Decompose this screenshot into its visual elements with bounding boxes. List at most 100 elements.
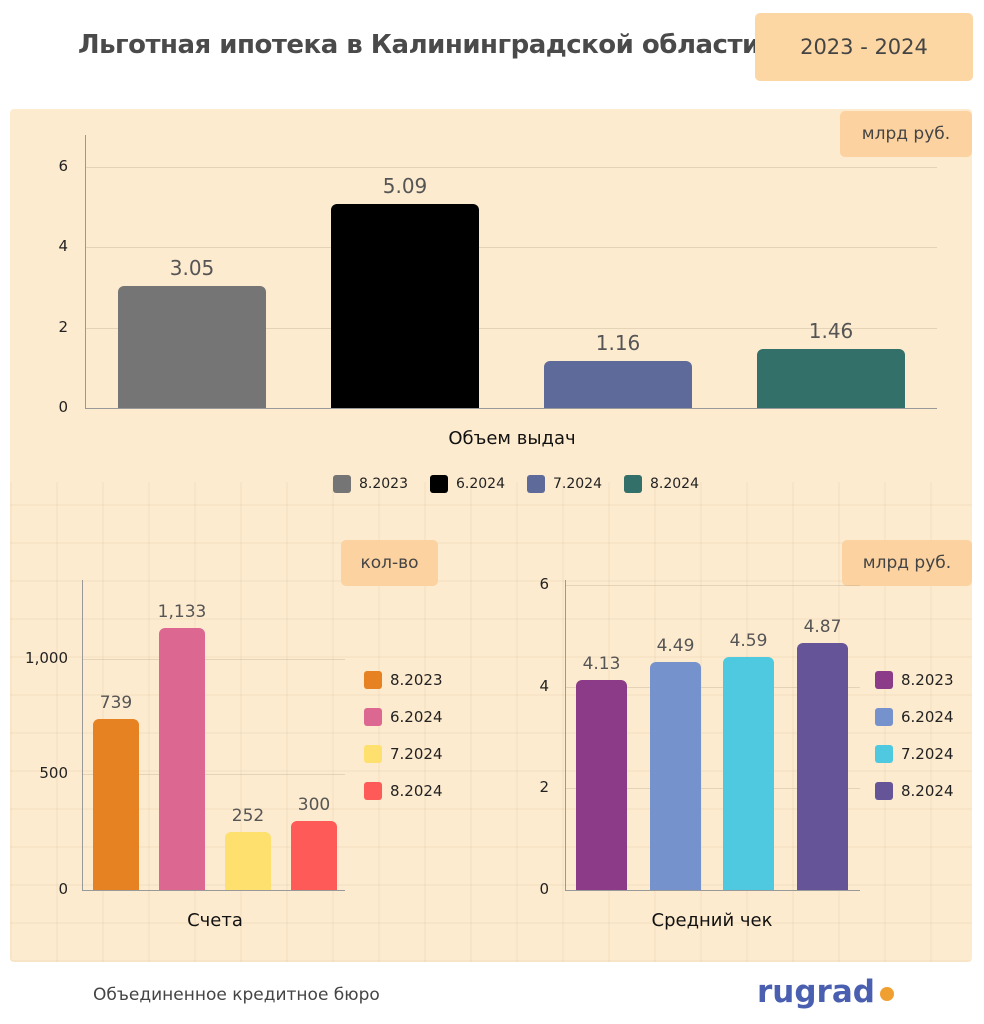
legend-item: 6.2024 [430,475,505,493]
y-tick-label: 2 [58,317,68,336]
y-tick-label: 4 [58,237,68,256]
grid-line [565,585,860,587]
legend-swatch [364,744,382,763]
y-tick-label: 1,000 [25,648,68,667]
value-label: 4.59 [729,630,768,651]
legend-item: 6.2024 [875,698,954,735]
value-label: 5.09 [382,173,428,198]
bar-7.2024 [544,361,692,408]
legend-swatch [364,670,382,689]
y-axis-line [82,580,83,890]
legend-item: 7.2024 [875,735,954,772]
unit-badge-count: кол-во [341,540,438,586]
bar-6.2024 [331,203,479,408]
legend-item: 6.2024 [364,698,443,735]
legend-item: 7.2024 [364,735,443,772]
rugrad-logo: rugrad [757,974,894,1010]
bar-8.2024 [757,349,905,408]
grid-line [85,247,937,249]
legend-item: 8.2023 [364,661,443,698]
legend-label: 8.2023 [390,670,443,689]
x-axis-line [85,408,937,409]
legend-swatch [875,707,893,726]
legend-label: 8.2024 [650,476,699,492]
y-tick-label: 0 [58,398,68,416]
legend-label: 8.2024 [901,781,954,800]
logo-dot-icon [879,986,894,1001]
legend-volume: 8.2023 6.2024 7.2024 8.2024 [333,475,699,493]
legend-label: 8.2024 [390,781,443,800]
bar-8.2023 [93,719,139,890]
grid-line [565,788,860,790]
logo-text: rugrad [757,974,875,1010]
legend-swatch [624,475,642,493]
value-label: 4.87 [803,616,842,637]
legend-label: 7.2024 [901,744,954,763]
legend-item: 8.2023 [333,475,408,493]
value-label: 300 [297,794,331,815]
unit-badge-avg: млрд руб. [842,540,972,586]
legend-label: 8.2023 [359,476,408,492]
y-tick-label: 2 [539,778,549,797]
grid-line [85,167,937,169]
legend-label: 6.2024 [456,476,505,492]
legend-item: 8.2023 [875,661,954,698]
y-tick-label: 0 [539,880,549,898]
grid-line [85,327,937,329]
legend-item: 7.2024 [527,475,602,493]
value-label: 739 [99,693,133,714]
y-tick-label: 0 [58,880,68,898]
legend-swatch [527,475,545,493]
legend-swatch [430,475,448,493]
legend-label: 6.2024 [901,707,954,726]
legend-label: 7.2024 [390,744,443,763]
x-axis-label-volume: Объем выдач [448,428,576,449]
value-label: 4.49 [656,635,695,656]
legend-item: 8.2024 [624,475,699,493]
legend-label: 7.2024 [553,476,602,492]
bar-6.2024 [159,627,205,890]
y-tick-label: 500 [39,764,68,783]
grid-line [82,658,345,660]
bar-8.2023 [576,680,627,890]
bar-8.2024 [797,642,848,890]
value-label: 3.05 [169,255,215,280]
legend-swatch [333,475,351,493]
y-axis-line [85,135,86,408]
bar-8.2023 [118,285,266,408]
value-label: 252 [231,805,265,826]
y-tick-label: 4 [539,676,549,695]
grid-line [565,686,860,688]
y-tick-label: 6 [58,157,68,176]
x-axis-label-average: Средний чек [651,910,773,931]
bar-8.2024 [291,820,337,890]
source-footer: Объединенное кредитное бюро [93,985,380,1005]
legend-label: 8.2023 [901,670,954,689]
legend-item: 8.2024 [875,772,954,809]
x-axis-line [82,890,345,891]
legend-count: 8.2023 6.2024 7.2024 8.2024 [364,661,443,809]
page-title: Льготная ипотека в Калининградской облас… [78,30,760,60]
grid-line [82,774,345,776]
bar-7.2024 [723,656,774,890]
bar-7.2024 [225,831,271,890]
value-label: 1.46 [808,319,854,344]
years-badge: 2023 - 2024 [755,13,973,81]
value-label: 1.16 [595,331,641,356]
legend-label: 6.2024 [390,707,443,726]
legend-swatch [364,707,382,726]
legend-swatch [875,781,893,800]
value-label: 4.13 [582,654,621,675]
legend-swatch [875,744,893,763]
legend-swatch [364,781,382,800]
legend-average: 8.2023 6.2024 7.2024 8.2024 [875,661,954,809]
legend-swatch [875,670,893,689]
y-tick-label: 6 [539,575,549,594]
unit-badge-volume: млрд руб. [840,111,972,157]
bar-6.2024 [650,661,701,890]
value-label: 1,133 [157,601,207,622]
x-axis-label-count: Счета [187,910,243,931]
legend-item: 8.2024 [364,772,443,809]
x-axis-line [565,890,860,891]
y-axis-line [565,580,566,890]
